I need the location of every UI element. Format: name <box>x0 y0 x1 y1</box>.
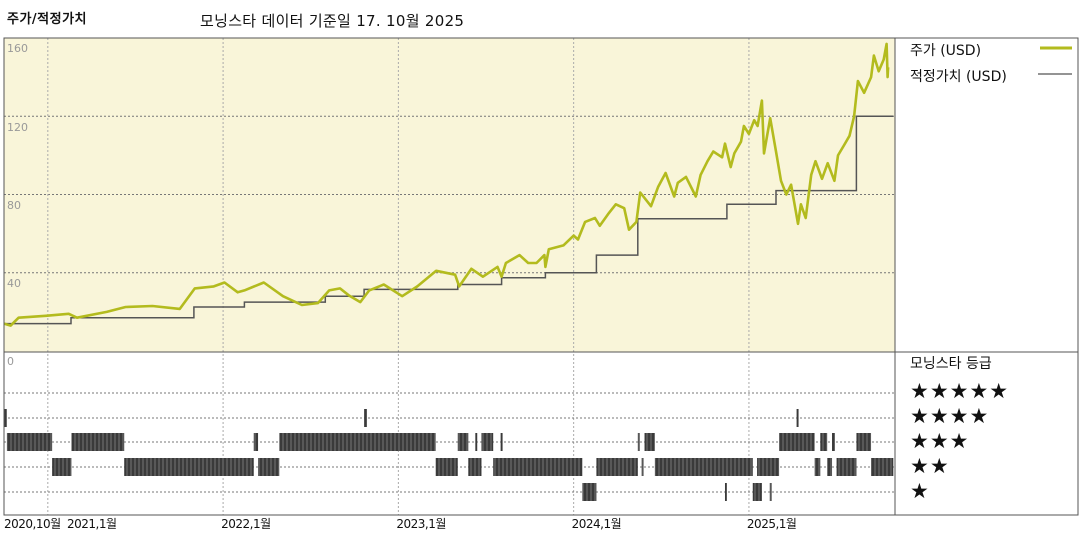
y-tick-label: 80 <box>7 199 21 212</box>
y-tick-label: 120 <box>7 121 28 134</box>
one-star-label: ★ <box>910 479 930 503</box>
y-tick-label: 0 <box>7 355 14 368</box>
x-tick-label: 2023,1월 <box>396 517 446 531</box>
rating-bar-3-star <box>500 433 503 451</box>
y-tick-label: 160 <box>7 42 28 55</box>
chart-frame <box>3 37 1079 516</box>
rating-bar-2-star <box>468 458 482 476</box>
rating-bar-1-star <box>752 483 762 501</box>
rating-bar-1-star <box>724 483 727 501</box>
rating-bar-2-star <box>871 458 894 476</box>
rating-bar-4-star <box>796 409 799 427</box>
rating-bar-1-star <box>582 483 597 501</box>
rating-bar-3-star <box>856 433 872 451</box>
x-tick-label: 2025,1월 <box>746 517 797 531</box>
x-tick-label: 2020,10월 <box>4 517 61 531</box>
rating-bar-2-star <box>493 458 583 476</box>
rating-bars <box>4 409 894 501</box>
rating-bar-3-star <box>820 433 828 451</box>
rating-bar-2-star <box>52 458 72 476</box>
rating-bar-3-star <box>71 433 125 451</box>
legend-price-label: 주가 (USD) <box>910 43 982 59</box>
rating-bar-2-star <box>435 458 458 476</box>
x-tick-label: 2021,1월 <box>67 517 117 531</box>
data-date-subtitle: 모닝스타 데이터 기준일 17. 10월 2025 <box>200 12 465 30</box>
rating-bar-2-star <box>641 458 644 476</box>
chart-title: 주가/적정가치 <box>7 12 88 27</box>
three-star-label: ★★★ <box>910 429 970 453</box>
legend-fair-value-label: 적정가치 (USD) <box>910 69 1007 85</box>
rating-bar-2-star <box>814 458 821 476</box>
four-star-label: ★★★★ <box>910 404 990 428</box>
x-tick-label: 2024,1월 <box>571 517 622 531</box>
rating-bar-4-star <box>364 409 368 427</box>
rating-legend-title: 모닝스타 등급 <box>910 356 992 372</box>
rating-bar-2-star <box>827 458 833 476</box>
rating-bar-2-star <box>596 458 638 476</box>
fair-value-line <box>4 115 894 325</box>
rating-bar-2-star <box>124 458 254 476</box>
rating-bar-2-star <box>836 458 857 476</box>
price-line <box>3 42 890 327</box>
rating-bar-3-star <box>457 433 469 451</box>
rating-bar-2-star <box>258 458 280 476</box>
x-tick-label: 2022,1월 <box>221 517 271 531</box>
rating-bar-3-star <box>253 433 259 451</box>
rating-bar-2-star <box>654 458 753 476</box>
rating-bar-3-star <box>637 433 640 451</box>
rating-bar-3-star <box>832 433 835 451</box>
five-star-label: ★★★★★ <box>910 379 1010 403</box>
rating-bar-3-star <box>481 433 494 451</box>
rating-bar-2-star <box>757 458 780 476</box>
rating-bar-3-star <box>644 433 655 451</box>
rating-bar-3-star <box>475 433 478 451</box>
rating-bar-3-star <box>6 433 53 451</box>
rating-bar-1-star <box>769 483 772 501</box>
two-star-label: ★★ <box>910 454 950 478</box>
rating-bar-4-star <box>4 409 7 427</box>
rating-bar-3-star <box>279 433 436 451</box>
y-tick-label: 40 <box>7 277 21 290</box>
rating-bar-3-star <box>779 433 815 451</box>
